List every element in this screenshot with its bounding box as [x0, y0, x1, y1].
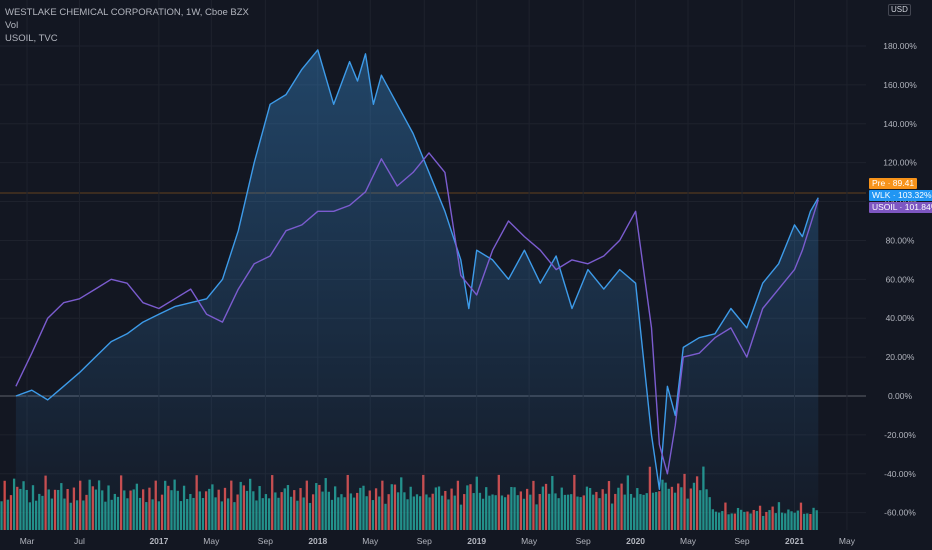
- y-tick-label: -20.00%: [884, 430, 916, 440]
- x-tick-label: Sep: [734, 536, 749, 546]
- y-tick-label: 100.00%: [883, 197, 917, 207]
- y-tick-label: 120.00%: [883, 158, 917, 168]
- x-tick-label: 2018: [308, 536, 327, 546]
- x-tick-label: 2017: [149, 536, 168, 546]
- y-tick-label: 140.00%: [883, 119, 917, 129]
- x-tick-label: May: [680, 536, 697, 546]
- wlk-value-tag: WLK · 103.32%: [869, 190, 932, 201]
- chart-series: [15, 49, 819, 531]
- x-tick-label: Sep: [417, 536, 432, 546]
- x-tick-label: Mar: [20, 536, 35, 546]
- y-tick-label: 80.00%: [886, 235, 915, 245]
- x-tick-label: Sep: [258, 536, 273, 546]
- y-tick-label: 0.00%: [888, 391, 913, 401]
- legend-symbol[interactable]: WESTLAKE CHEMICAL CORPORATION, 1W, Cboe …: [5, 7, 249, 18]
- usoil-value-tag: USOIL · 101.84%: [869, 202, 932, 213]
- legend-volume[interactable]: Vol: [5, 20, 19, 31]
- chart-legend: WESTLAKE CHEMICAL CORPORATION, 1W, Cboe …: [5, 6, 249, 45]
- currency-label[interactable]: USD: [888, 4, 911, 16]
- wlk-area: [15, 49, 819, 531]
- volume-bar: [0, 501, 3, 530]
- x-tick-label: May: [839, 536, 856, 546]
- x-axis: Mar Jul 2017 May Sep 2018 May Sep 2019 May Sep 2020…: [20, 536, 856, 546]
- y-tick-label: -60.00%: [884, 508, 916, 518]
- x-tick-label: Sep: [576, 536, 591, 546]
- volume-bar: [6, 499, 9, 530]
- x-tick-label: Jul: [74, 536, 85, 546]
- y-tick-label: 60.00%: [886, 274, 915, 284]
- legend-compare[interactable]: USOIL, TVC: [5, 33, 58, 44]
- volume-bar: [9, 495, 13, 530]
- y-tick-label: 20.00%: [886, 352, 915, 362]
- y-tick-label: 160.00%: [883, 80, 917, 90]
- y-axis: 180.00% 160.00% 140.00% 120.00% 100.00% 80.00…: [883, 41, 917, 518]
- y-tick-label: 40.00%: [886, 313, 915, 323]
- x-tick-label: May: [362, 536, 379, 546]
- y-tick-label: -40.00%: [884, 469, 916, 479]
- x-tick-label: 2019: [467, 536, 486, 546]
- x-tick-label: 2020: [626, 536, 645, 546]
- x-tick-label: May: [521, 536, 538, 546]
- x-tick-label: May: [203, 536, 220, 546]
- pre-market-tag: Pre · 89.41: [869, 178, 918, 189]
- volume-bar: [3, 480, 6, 530]
- volume-bar: [12, 478, 16, 530]
- wlk-line: [15, 49, 819, 490]
- x-tick-label: 2021: [785, 536, 804, 546]
- y-tick-label: 180.00%: [883, 41, 917, 51]
